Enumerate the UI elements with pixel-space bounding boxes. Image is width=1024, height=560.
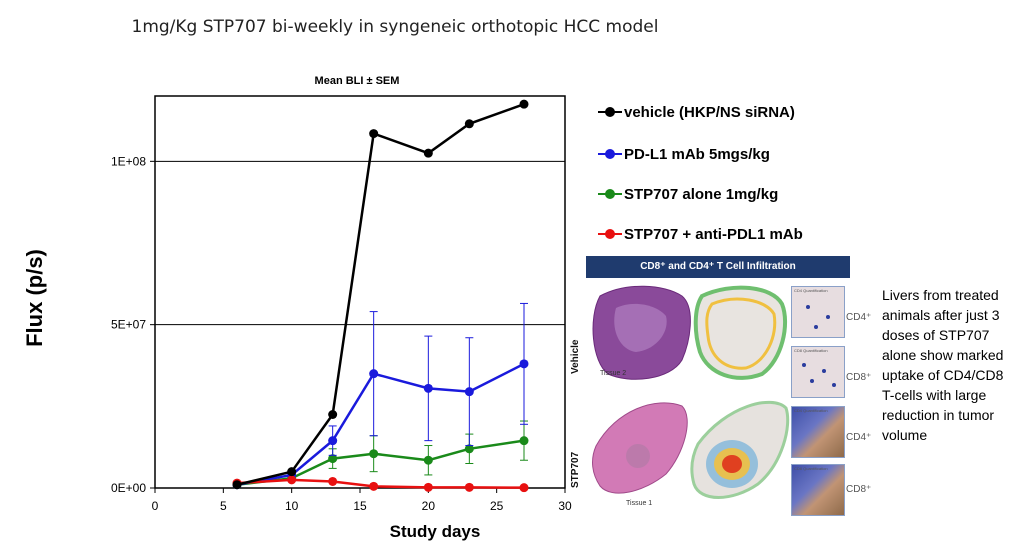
y-tick-label: 1E+08 xyxy=(111,154,146,168)
tissue-label-vehicle: Tissue 2 xyxy=(600,370,627,377)
data-point xyxy=(519,483,529,493)
cd-label: CD4⁺ xyxy=(846,432,872,443)
cd-label: CD4⁺ xyxy=(846,312,872,323)
x-tick-label: 10 xyxy=(285,499,299,513)
legend-swatch-vehicle xyxy=(598,107,622,117)
y-tick-label: 5E+07 xyxy=(111,318,146,332)
thumb-caption: CD4 Quantification xyxy=(794,288,828,293)
y-axis-label: Flux (p/s) xyxy=(22,249,47,347)
legend-item-vehicle: vehicle (HKP/NS siRNA) xyxy=(598,100,795,124)
data-point xyxy=(328,436,338,446)
data-point xyxy=(464,482,474,492)
data-point xyxy=(369,449,379,459)
data-point xyxy=(464,444,474,454)
legend-item-combo: STP707 + anti-PDL1 mAb xyxy=(598,222,803,246)
series-line xyxy=(236,362,525,486)
thumb-caption: CD4 Quantification xyxy=(794,408,828,413)
stp707-cd4-thumbnail: CD4 Quantification xyxy=(791,406,845,458)
legend-label-pdl1: PD-L1 mAb 5mgs/kg xyxy=(624,145,770,163)
chart-title: Mean BLI ± SEM xyxy=(315,75,400,87)
series-2 xyxy=(232,420,529,490)
legend-label-stp707: STP707 alone 1mg/kg xyxy=(624,185,779,203)
bli-line-chart: 0 5 10 15 20 25 30 0E+00 5E+07 1E+08 Mean BLI ± … xyxy=(22,75,572,541)
series-0 xyxy=(232,99,529,490)
vehicle-cd4-thumbnail: CD4 Quantification xyxy=(791,286,845,338)
data-point xyxy=(464,119,474,129)
legend-swatch-stp707 xyxy=(598,189,622,199)
x-tick-label: 5 xyxy=(220,499,227,513)
row-label-stp707: STP707 xyxy=(570,451,581,488)
series-1 xyxy=(232,302,529,490)
data-point xyxy=(369,129,379,139)
x-axis-label: Study days xyxy=(390,522,481,541)
data-point xyxy=(369,481,379,491)
data-point xyxy=(328,410,338,419)
gridlines xyxy=(155,160,565,326)
stp707-he-tissue xyxy=(592,402,688,494)
y-axis-ticks: 0E+00 5E+07 1E+08 xyxy=(111,154,155,495)
plot-area-frame xyxy=(154,95,566,489)
thumb-caption: CD8 Quantification xyxy=(794,466,828,471)
data-point xyxy=(519,359,529,369)
series-line xyxy=(236,478,525,489)
data-point xyxy=(423,455,433,465)
data-point xyxy=(287,467,297,477)
x-axis-ticks: 0 5 10 15 20 25 30 xyxy=(152,488,572,513)
data-point xyxy=(464,387,474,397)
tissue-images xyxy=(592,285,790,499)
data-point xyxy=(423,383,433,393)
panel-header: CD8⁺ and CD4⁺ T Cell Infiltration xyxy=(586,256,850,278)
t-cell-infiltration-panel: CD8⁺ and CD4⁺ T Cell Infiltration Vehicl… xyxy=(570,256,871,516)
data-point xyxy=(519,99,529,109)
legend-item-pdl1: PD-L1 mAb 5mgs/kg xyxy=(598,142,770,166)
legend-label-combo: STP707 + anti-PDL1 mAb xyxy=(624,225,803,243)
findings-note: Livers from treated animals after just 3… xyxy=(882,287,1004,443)
cd-label: CD8⁺ xyxy=(846,484,872,495)
x-tick-label: 30 xyxy=(558,499,572,513)
legend-item-stp707: STP707 alone 1mg/kg xyxy=(598,182,778,206)
data-point xyxy=(423,482,433,492)
series-layer xyxy=(232,99,529,493)
stp707-cd8-thumbnail: CD8 Quantification xyxy=(791,464,845,516)
tissue-label-stp707: Tissue 1 xyxy=(626,500,653,507)
data-point xyxy=(328,454,338,464)
legend-swatch-pdl1 xyxy=(598,149,622,159)
x-tick-label: 0 xyxy=(152,499,159,513)
vehicle-cd8-thumbnail: CD8 Quantification xyxy=(791,346,845,398)
slide-title: 1mg/Kg STP707 bi-weekly in syngeneic ort… xyxy=(131,17,659,37)
thumb-caption: CD8 Quantification xyxy=(794,348,828,353)
data-point xyxy=(369,369,379,379)
row-label-vehicle: Vehicle xyxy=(570,339,581,374)
vehicle-heatmap-tissue xyxy=(693,285,787,380)
data-point xyxy=(287,475,297,485)
legend-swatch-combo xyxy=(598,229,622,239)
x-tick-label: 15 xyxy=(353,499,367,513)
data-point xyxy=(232,480,242,490)
x-tick-label: 25 xyxy=(490,499,504,513)
data-point xyxy=(519,436,529,446)
legend-label-vehicle: vehicle (HKP/NS siRNA) xyxy=(624,103,795,121)
vehicle-he-tissue xyxy=(592,285,691,380)
y-tick-label: 0E+00 xyxy=(111,481,146,495)
data-point xyxy=(423,148,433,158)
cd-label: CD8⁺ xyxy=(846,372,872,383)
data-point xyxy=(328,476,338,486)
x-tick-label: 20 xyxy=(422,499,436,513)
stp707-heatmap-tissue xyxy=(690,400,790,499)
